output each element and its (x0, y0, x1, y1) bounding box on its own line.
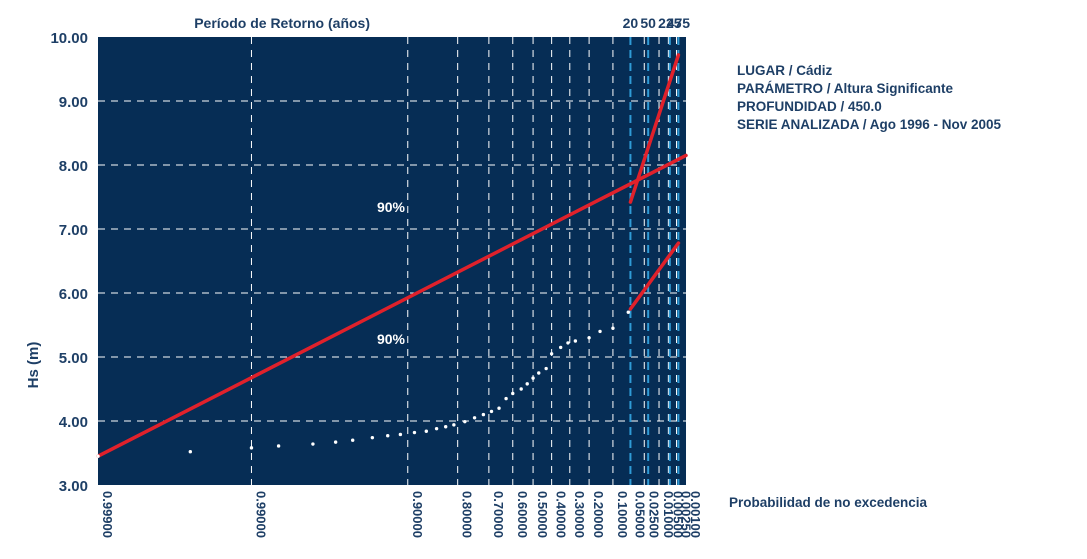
y-tick-label: 10.00 (50, 30, 88, 47)
data-point (276, 444, 281, 448)
data-point (188, 450, 193, 454)
y-axis-label: Hs (m) (25, 342, 42, 389)
data-point (350, 438, 355, 442)
prob-tick-label: 0.30000 (572, 491, 587, 538)
data-point (370, 435, 375, 440)
data-point (519, 387, 523, 391)
info-panel: LUGAR / Cádiz PARÁMETRO / Altura Signifi… (737, 62, 1001, 134)
top-axis-title: Período de Retorno (años) (194, 15, 370, 31)
fit-line (96, 153, 688, 458)
y-tick-label: 9.00 (59, 94, 88, 111)
data-point (398, 432, 403, 437)
data-point (611, 326, 615, 330)
prob-tick-label: 0.01000 (661, 491, 676, 538)
depth-text: PROFUNDIDAD / 450.0 (737, 99, 882, 114)
return-period-tick-label: 475 (667, 15, 691, 31)
prob-tick-label: 0.90000 (410, 491, 425, 538)
data-point (481, 412, 486, 417)
data-point (472, 416, 477, 420)
y-tick-label: 6.00 (59, 286, 88, 303)
prob-tick-label: 0.50000 (535, 491, 550, 538)
return-period-tick-label: 225 (658, 15, 682, 31)
x-axis-title: Probabilidad de no excedencia (729, 495, 928, 510)
data-point (504, 396, 508, 401)
data-point (626, 310, 630, 314)
y-tick-label: 8.00 (59, 158, 88, 175)
y-tick-label: 3.00 (59, 478, 88, 495)
location-text: LUGAR / Cádiz (737, 63, 833, 78)
prob-tick-label: 0.60000 (515, 491, 530, 538)
data-point (525, 382, 529, 386)
prob-tick-label: 0.99900 (100, 491, 115, 538)
data-point (311, 442, 315, 446)
data-point (566, 341, 570, 345)
data-point (443, 425, 448, 429)
data-point (587, 336, 591, 340)
y-tick-label: 5.00 (59, 350, 88, 367)
prob-tick-label: 0.20000 (591, 491, 606, 538)
data-point (333, 440, 338, 444)
confidence-label-lower: 90% (377, 331, 406, 347)
lower-confidence-line (628, 241, 681, 311)
data-point (558, 345, 563, 350)
parameter-text: PARÁMETRO / Altura Significante (737, 81, 954, 96)
prob-tick-label: 0.02500 (646, 491, 661, 538)
data-point (424, 429, 429, 433)
data-point (544, 366, 548, 371)
data-point (412, 430, 417, 435)
data-point (96, 454, 100, 458)
return-period-tick-label: 50 (640, 15, 656, 31)
data-point (531, 376, 535, 380)
prob-tick-label: 0.70000 (491, 491, 506, 538)
prob-tick-label: 0.10000 (615, 491, 630, 538)
prob-tick-label: 0.00250 (679, 491, 694, 538)
prob-tick-label: 0.99000 (253, 491, 268, 538)
prob-tick-label: 0.05000 (632, 491, 647, 538)
y-tick-label: 4.00 (59, 414, 88, 431)
y-tick-label: 7.00 (59, 222, 88, 239)
series-text: SERIE ANALIZADA / Ago 1996 - Nov 2005 (737, 117, 1002, 132)
data-point (537, 371, 541, 375)
data-point (511, 391, 515, 396)
prob-tick-label: 0.80000 (460, 491, 475, 538)
data-point (386, 434, 390, 438)
data-point (463, 419, 467, 424)
data-point (489, 409, 494, 414)
data-point (452, 423, 456, 427)
confidence-label-upper: 90% (377, 199, 406, 215)
data-point (598, 329, 602, 334)
plot-area (98, 37, 686, 485)
data-point (497, 406, 501, 410)
prob-tick-label: 0.00100 (688, 491, 703, 538)
data-point (249, 446, 254, 450)
prob-tick-label: 0.40000 (554, 491, 569, 538)
return-period-tick-label: 20 (623, 15, 639, 31)
data-point (434, 426, 439, 431)
data-point (549, 352, 554, 356)
upper-confidence-line (628, 53, 681, 204)
prob-tick-label: 0.00500 (670, 491, 685, 538)
data-point (573, 339, 578, 343)
